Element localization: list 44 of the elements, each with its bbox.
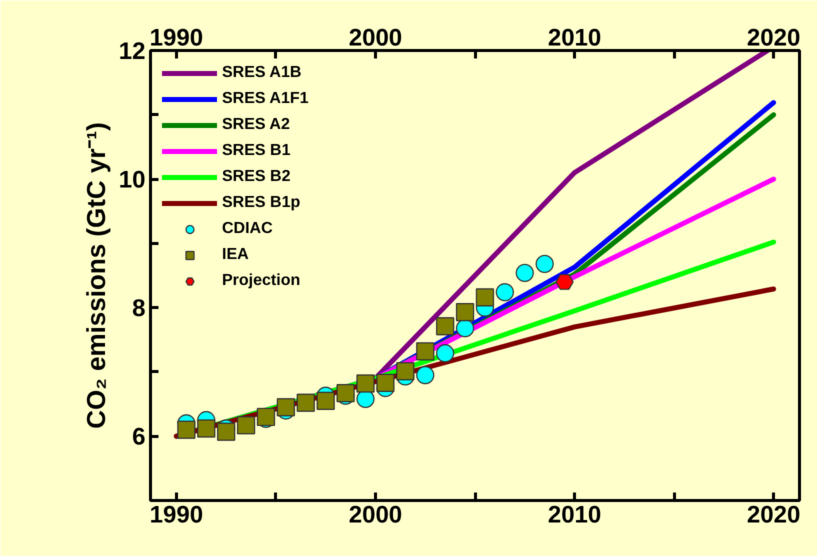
x2-tick-label: 2010 — [548, 502, 602, 528]
x2-tick-label: 1990 — [150, 502, 204, 528]
point — [276, 398, 295, 416]
point — [296, 394, 315, 412]
point — [476, 288, 494, 306]
point — [516, 264, 534, 282]
y-tick-label: 12 — [118, 38, 146, 65]
x-tick-label: 2010 — [548, 24, 602, 52]
point — [436, 344, 454, 362]
point — [396, 362, 414, 380]
x-tick-label: 2020 — [746, 24, 800, 52]
legend-label: SRES B1 — [222, 141, 290, 161]
point — [376, 374, 395, 392]
point — [416, 342, 434, 360]
legend-label: SRES A1F1 — [222, 89, 309, 109]
point — [555, 274, 574, 290]
legend-label: SRES B2 — [222, 167, 290, 187]
point — [197, 419, 216, 438]
legend-label: IEA — [222, 245, 249, 265]
y-tick-label: 10 — [118, 166, 146, 194]
legend-label: CDIAC — [222, 219, 273, 239]
x-tick-label: 1990 — [150, 24, 204, 52]
x2-tick-label: 2020 — [746, 502, 800, 528]
point — [356, 374, 375, 393]
x2-tick-label: 2000 — [348, 502, 402, 528]
point — [416, 366, 434, 384]
y-tick-label: 6 — [132, 424, 146, 451]
legend-label: SRES A2 — [222, 115, 290, 135]
point — [236, 416, 256, 434]
point — [177, 420, 196, 439]
x-tick-label: 2000 — [348, 24, 402, 52]
point — [217, 422, 236, 441]
y-axis-title: CO₂ emissions (GtC yr⁻¹) — [80, 122, 111, 429]
point — [436, 317, 454, 336]
point — [456, 303, 474, 322]
legend-label: SRES B1p — [222, 193, 300, 213]
point — [496, 283, 514, 302]
y-tick-label: 8 — [132, 295, 146, 322]
point — [316, 392, 335, 410]
point — [536, 254, 554, 274]
legend-label: SRES A1B — [222, 63, 302, 83]
legend-label: Projection — [222, 271, 300, 291]
point — [456, 319, 474, 338]
point — [336, 384, 355, 402]
